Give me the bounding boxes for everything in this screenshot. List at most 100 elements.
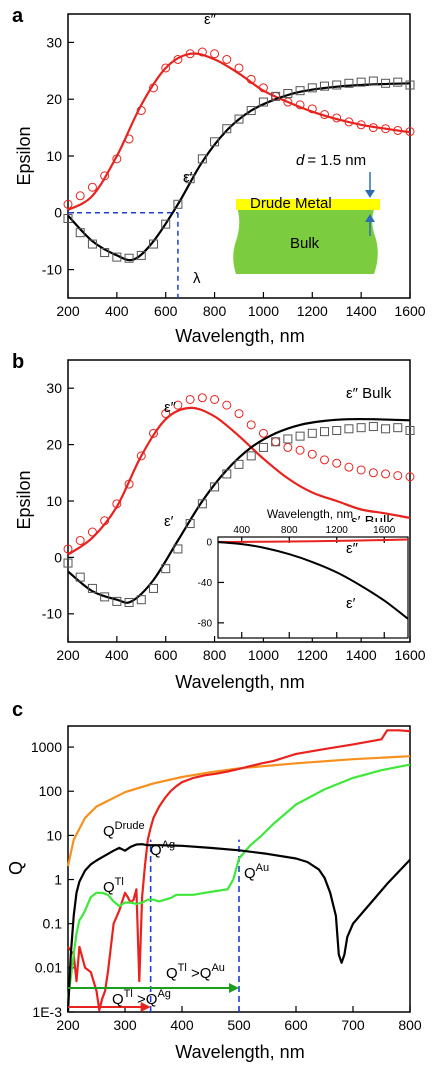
data-point-circle — [197, 47, 207, 57]
data-point-circle — [136, 106, 146, 116]
data-point-circle — [368, 468, 378, 478]
data-point-square — [124, 598, 134, 608]
data-point-square — [197, 154, 207, 164]
data-point-square — [368, 422, 378, 432]
comparison-arrow-head — [229, 982, 239, 993]
panel-a-guides — [68, 212, 179, 298]
data-point-square — [63, 558, 73, 568]
data-point-square — [210, 482, 220, 492]
data-point-square — [283, 89, 293, 99]
panel-c-xtick-label: 600 — [284, 1017, 308, 1033]
data-point-square — [124, 253, 134, 263]
panel-a-ytick-label: 10 — [46, 148, 62, 164]
panel-b: 200 400 600 800 1000 1200 1400 1600 -10 0 10 20 30 ε… — [14, 359, 426, 692]
data-point-circle — [149, 83, 158, 93]
data-point-square — [271, 91, 281, 101]
panel-a-xtick-label: 1200 — [297, 303, 328, 319]
data-point-square — [344, 78, 354, 88]
panel-b-xtick-label: 1400 — [346, 647, 377, 663]
panel-a-xtick-label: 1400 — [346, 303, 377, 319]
panel-letter-c: c — [12, 699, 23, 721]
data-point-circle — [185, 394, 195, 404]
panel-a-xtick-label: 200 — [56, 303, 80, 319]
panel-c-xtick-label: 300 — [113, 1017, 137, 1033]
data-point-circle — [283, 442, 293, 452]
data-point-circle — [75, 191, 85, 201]
data-point-circle — [185, 49, 195, 59]
panel-b-xtick-label: 1200 — [297, 647, 328, 663]
data-point-circle — [75, 535, 85, 545]
data-point-square — [368, 76, 378, 86]
data-point-square — [356, 77, 366, 87]
data-point-square — [185, 519, 195, 529]
series-line-- — [217, 538, 409, 543]
panel-a-ytick-label: 30 — [46, 34, 62, 50]
data-point-square — [295, 86, 305, 96]
panel-letter-a: a — [12, 5, 24, 27]
tl-gt-ag-label: QTl >QAg — [112, 988, 171, 1008]
data-point-circle — [393, 471, 403, 481]
data-point-circle — [356, 120, 366, 130]
inset-plot — [217, 538, 409, 620]
data-point-circle — [356, 465, 366, 475]
panel-c-xtick-label: 400 — [170, 1017, 194, 1033]
eps2-label-b: ε″ — [164, 399, 177, 416]
panel-b-ylabel: Epsilon — [14, 470, 34, 529]
data-point-square — [222, 469, 232, 479]
drude-bulk-diagram: Drude Metal Bulk d = 1.5 nm — [233, 152, 380, 274]
data-point-circle — [271, 437, 281, 447]
data-point-circle — [149, 428, 158, 438]
data-point-square — [393, 77, 403, 87]
panel-letter-b: b — [12, 351, 24, 373]
data-point-circle — [210, 49, 220, 59]
thickness-arrow-bottom-head — [365, 214, 375, 222]
series-line-- — [67, 406, 411, 556]
data-point-square — [344, 424, 354, 434]
data-point-square — [161, 564, 171, 574]
inset-frame — [217, 536, 409, 639]
series-line-- — [67, 82, 411, 262]
data-point-square — [332, 426, 342, 435]
data-point-circle — [283, 97, 293, 107]
panel-a-xtick-label: 400 — [105, 303, 129, 319]
data-point-circle — [234, 409, 244, 419]
data-point-circle — [87, 527, 97, 537]
data-point-circle — [173, 54, 183, 64]
panel-c-xtick-label: 200 — [56, 1017, 80, 1033]
q-drude-label: QDrude — [103, 820, 145, 840]
data-point-square — [112, 596, 122, 606]
data-point-circle — [295, 100, 305, 110]
q-tl-label: QTl — [103, 876, 124, 896]
data-point-square — [381, 78, 391, 88]
data-point-square — [320, 427, 329, 437]
data-point-circle — [332, 113, 342, 123]
data-point-circle — [222, 400, 232, 410]
data-point-square — [222, 124, 232, 134]
panel-b-ytick-label: -10 — [42, 606, 62, 622]
thickness-arrow-top-head — [365, 190, 375, 198]
q-au-label: QAu — [244, 862, 269, 882]
data-point-circle — [332, 458, 342, 468]
data-point-square — [405, 80, 415, 90]
panel-c-xtick-label: 500 — [227, 1017, 251, 1033]
data-point-square — [75, 228, 85, 238]
data-point-square — [161, 219, 171, 229]
panel-b-xtick-label: 200 — [56, 647, 80, 663]
data-point-circle — [246, 420, 256, 430]
panel-a-xlabel: Wavelength, nm — [175, 326, 304, 346]
data-point-square — [246, 106, 256, 116]
data-point-circle — [136, 451, 146, 461]
inset-eps2-label: ε″ — [346, 540, 359, 557]
data-point-circle — [222, 54, 232, 64]
panel-b-plot — [63, 393, 415, 608]
panel-b-xtick-label: 600 — [154, 647, 178, 663]
data-point-circle — [124, 134, 134, 144]
eps2-bulk-label: ε″ Bulk — [346, 385, 392, 402]
panel-a-ytick-label: 20 — [46, 91, 62, 107]
panel-b-xtick-label: 1000 — [248, 647, 279, 663]
data-point-square — [295, 431, 305, 441]
panel-a-xtick-label: 600 — [154, 303, 178, 319]
series-line-q-drude — [66, 755, 411, 867]
eps1-label-a: ε′ — [183, 169, 193, 186]
data-point-circle — [405, 472, 415, 482]
